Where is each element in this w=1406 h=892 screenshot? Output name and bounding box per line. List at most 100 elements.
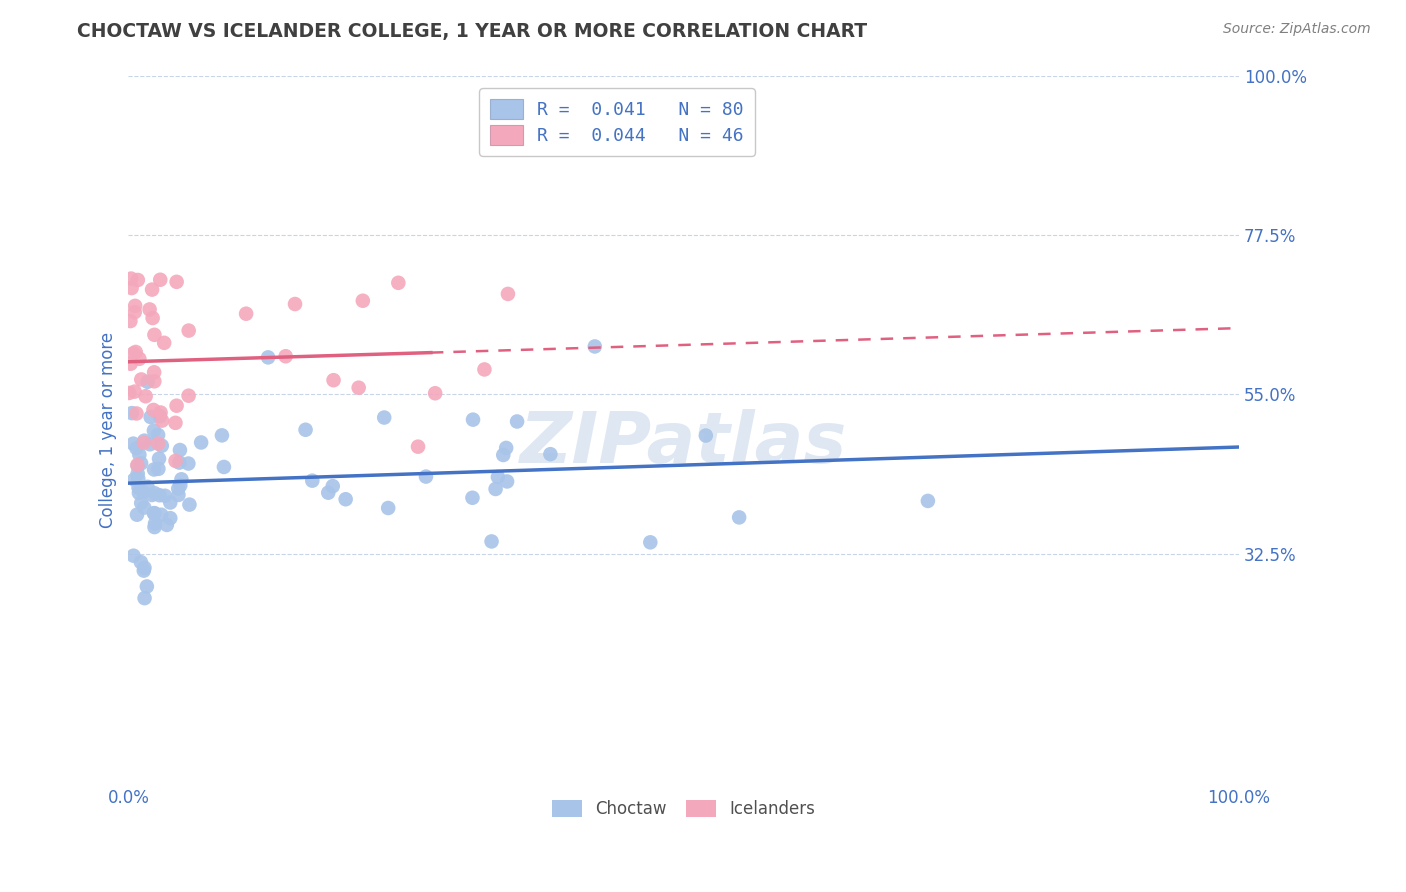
Point	[496, 287, 519, 301]
Point	[136, 375, 159, 389]
Point	[301, 474, 323, 488]
Point	[124, 473, 146, 487]
Point	[461, 491, 484, 505]
Point	[127, 273, 149, 287]
Point	[132, 485, 155, 500]
Point	[495, 441, 517, 455]
Point	[134, 561, 156, 575]
Point	[415, 469, 437, 483]
Point	[406, 440, 429, 454]
Point	[169, 478, 191, 492]
Point	[167, 488, 190, 502]
Point	[322, 373, 344, 387]
Point	[129, 555, 152, 569]
Point	[125, 508, 148, 522]
Point	[179, 498, 201, 512]
Point	[143, 520, 166, 534]
Point	[484, 482, 506, 496]
Point	[122, 436, 145, 450]
Point	[143, 516, 166, 531]
Point	[165, 416, 187, 430]
Point	[139, 437, 162, 451]
Point	[125, 345, 148, 359]
Point	[122, 549, 145, 563]
Point	[118, 386, 141, 401]
Text: ZIPatlas: ZIPatlas	[520, 409, 848, 478]
Point	[148, 451, 170, 466]
Point	[135, 579, 157, 593]
Point	[166, 399, 188, 413]
Point	[125, 441, 148, 455]
Point	[125, 407, 148, 421]
Point	[120, 357, 142, 371]
Point	[257, 351, 280, 365]
Point	[132, 435, 155, 450]
Point	[373, 410, 395, 425]
Point	[121, 281, 143, 295]
Point	[156, 517, 179, 532]
Point	[294, 423, 316, 437]
Point	[377, 501, 399, 516]
Point	[159, 495, 181, 509]
Point	[136, 480, 159, 494]
Point	[143, 327, 166, 342]
Point	[148, 462, 170, 476]
Point	[129, 456, 152, 470]
Point	[235, 307, 257, 321]
Point	[129, 372, 152, 386]
Point	[153, 335, 176, 350]
Point	[167, 482, 190, 496]
Point	[496, 475, 519, 489]
Point	[284, 297, 307, 311]
Point	[127, 472, 149, 486]
Point	[492, 448, 515, 462]
Point	[128, 486, 150, 500]
Point	[134, 434, 156, 448]
Point	[149, 273, 172, 287]
Point	[352, 293, 374, 308]
Point	[142, 403, 165, 417]
Point	[134, 591, 156, 606]
Point	[211, 428, 233, 442]
Point	[134, 500, 156, 515]
Point	[486, 470, 509, 484]
Point	[506, 415, 529, 429]
Point	[150, 508, 173, 522]
Point	[728, 510, 751, 524]
Point	[149, 488, 172, 502]
Point	[141, 283, 163, 297]
Point	[124, 384, 146, 399]
Point	[423, 386, 446, 401]
Point	[190, 435, 212, 450]
Point	[141, 488, 163, 502]
Point	[695, 428, 717, 442]
Point	[122, 346, 145, 360]
Point	[153, 489, 176, 503]
Point	[212, 460, 235, 475]
Point	[124, 305, 146, 319]
Point	[128, 351, 150, 366]
Point	[139, 410, 162, 425]
Point	[170, 472, 193, 486]
Point	[917, 494, 939, 508]
Point	[143, 374, 166, 388]
Point	[165, 454, 187, 468]
Point	[135, 389, 157, 403]
Point	[640, 535, 662, 549]
Y-axis label: College, 1 year or more: College, 1 year or more	[100, 332, 117, 528]
Point	[387, 276, 409, 290]
Point	[274, 349, 297, 363]
Point	[166, 275, 188, 289]
Point	[177, 389, 200, 403]
Point	[150, 439, 173, 453]
Point	[127, 467, 149, 481]
Point	[177, 324, 200, 338]
Point	[316, 485, 339, 500]
Point	[177, 457, 200, 471]
Point	[169, 443, 191, 458]
Point	[583, 339, 606, 353]
Point	[146, 436, 169, 450]
Point	[132, 564, 155, 578]
Point	[461, 412, 484, 426]
Text: Source: ZipAtlas.com: Source: ZipAtlas.com	[1223, 22, 1371, 37]
